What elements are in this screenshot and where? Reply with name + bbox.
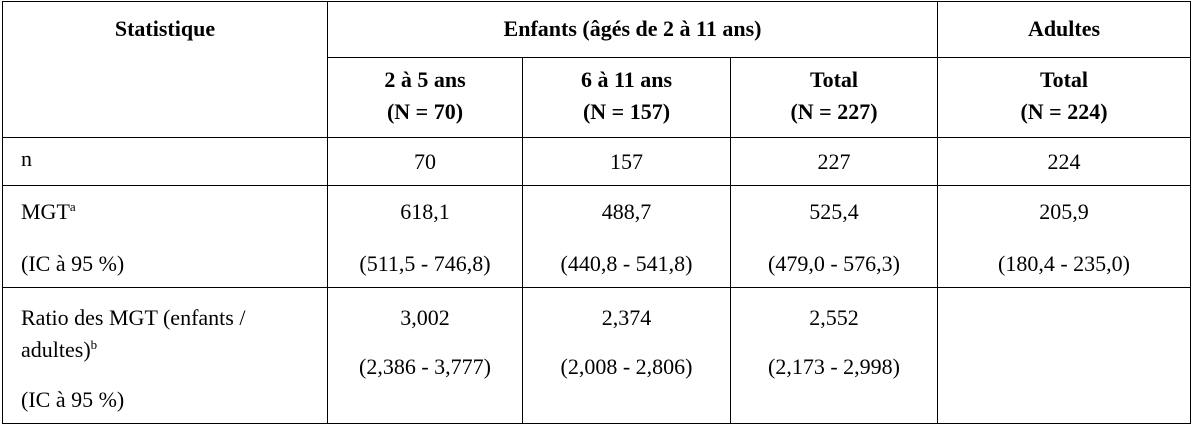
cell: 224 [937,137,1191,186]
header-text: Total [809,67,859,92]
header-text: Adultes [1027,16,1101,41]
ci-value: (440,8 - 541,8) [560,251,693,276]
value: 224 [1047,149,1081,174]
cell: 618,1 (511,5 - 746,8) [327,185,523,288]
cell: 205,9 (180,4 - 235,0) [937,185,1191,288]
header-cell: 6 à 11 ans (N = 157) [522,57,731,138]
value: 205,9 [1039,199,1089,224]
cell: MGTa (IC à 95 %) [2,185,328,288]
ci-value: (511,5 - 746,8) [359,251,491,276]
value: 3,002 [400,305,450,330]
cell: 488,7 (440,8 - 541,8) [522,185,731,288]
label-line: MGTa [21,196,327,228]
header-text: (N = 227) [790,99,878,124]
cell: Ratio des MGT (enfants / adultes)b (IC à… [2,287,328,424]
cell [937,287,1191,424]
header-text: (N = 157) [582,99,671,124]
header-cell: Statistique [2,1,328,138]
header-text: 2 à 5 ans [384,67,466,92]
value: 2,552 [809,305,859,330]
header-text: Statistique [114,16,216,41]
cell: 3,002 (2,386 - 3,777) [327,287,523,424]
value: 70 [414,149,436,174]
header-text: (N = 70) [386,99,464,124]
cell: 2,374 (2,008 - 2,806) [522,287,731,424]
value: 227 [817,149,851,174]
ci-label: (IC à 95 %) [21,387,125,412]
ci-label: (IC à 95 %) [21,251,125,276]
ci-value: (2,386 - 3,777) [359,354,491,379]
row: MGTa (IC à 95 %) 618,1 (511,5 - 746,8) 488… [2,185,1191,288]
header-cell: Total (N = 224) [937,57,1191,138]
footnote-mark: a [69,199,76,214]
row: n 70 157 227 224 [2,137,1191,186]
header-cell: 2 à 5 ans (N = 70) [327,57,523,138]
cell: 70 [327,137,523,186]
header-text: 6 à 11 ans [580,67,673,92]
header-text: Enfants (âgés de 2 à 11 ans) [503,16,762,41]
header-text: (N = 224) [1020,99,1108,124]
header-cell: Total (N = 227) [730,57,938,138]
cell: 525,4 (479,0 - 576,3) [730,185,938,288]
value: 2,374 [601,305,652,330]
footnote-mark: b [90,337,98,352]
header-cell: Enfants (âgés de 2 à 11 ans) [327,1,938,58]
ci-value: (2,173 - 2,998) [768,354,900,379]
row: Ratio des MGT (enfants / adultes)b (IC à… [2,287,1191,424]
cell: 227 [730,137,938,186]
ci-value: (479,0 - 576,3) [768,251,900,276]
ci-value: (180,4 - 235,0) [998,251,1130,276]
header-text: Total [1039,67,1089,92]
value: 525,4 [809,199,859,224]
value: 157 [610,149,643,174]
cell: 157 [522,137,731,186]
header-row: Statistique Enfants (âgés de 2 à 11 ans)… [2,1,1191,138]
value: 488,7 [601,199,652,224]
row-label: MGT [21,199,70,224]
value: 618,1 [400,199,450,224]
cell: n [2,137,328,186]
row-label: Ratio des MGT (enfants / adultes) [21,305,246,362]
header-cell: Adultes [937,1,1191,58]
ci-value: (2,008 - 2,806) [560,354,693,379]
row-label: n [21,146,32,171]
label-line: Ratio des MGT (enfants / adultes)b [21,302,271,366]
cell: 2,552 (2,173 - 2,998) [730,287,938,424]
